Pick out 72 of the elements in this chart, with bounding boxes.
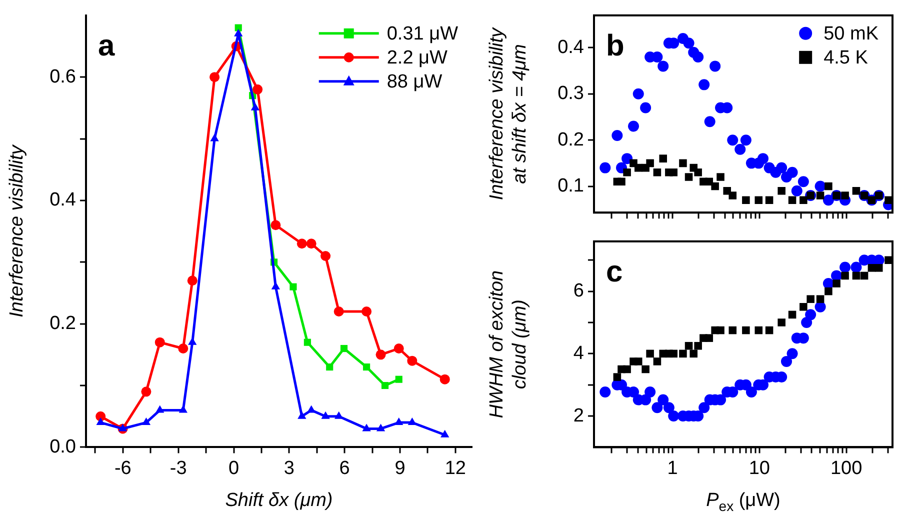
point: [210, 134, 219, 142]
y-axis-title: Interference visibility at shift δx = 4μm: [486, 26, 530, 200]
x-tick-label: 100: [830, 458, 862, 479]
point: [298, 411, 306, 419]
point: [304, 338, 311, 346]
point: [407, 356, 418, 366]
point: [376, 350, 386, 360]
legend-label: 50 mK: [824, 24, 879, 45]
text: b: [606, 29, 624, 62]
x-tick-label: 6: [339, 458, 350, 479]
x-tick-label: 3: [284, 458, 294, 479]
point: [334, 306, 344, 316]
point: [271, 282, 280, 290]
y-tick-label: 0.2: [50, 313, 76, 334]
point: [96, 418, 105, 426]
point: [381, 382, 389, 390]
y-tick-label: 0.6: [50, 66, 76, 88]
x-axis-title: Shift δx (μm): [225, 490, 333, 511]
point: [440, 374, 450, 384]
text: c: [606, 255, 623, 288]
y-tick-label: 0.3: [558, 83, 584, 104]
point: [440, 430, 450, 438]
point: [306, 238, 316, 249]
y-tick-label: 0.4: [50, 190, 76, 211]
point: [252, 84, 263, 94]
x-tick-label: 1: [667, 458, 678, 479]
x-tick-label: 0: [228, 458, 240, 479]
point: [141, 386, 152, 397]
point: [142, 418, 151, 426]
x-tick-label: -3: [170, 458, 187, 479]
point: [188, 337, 197, 345]
point: [234, 24, 242, 32]
point: [395, 376, 402, 383]
y-tick-label: 2: [573, 405, 584, 426]
point: [154, 337, 165, 348]
point: [362, 306, 372, 316]
x-tick-label: 10: [748, 458, 770, 479]
x-tick-label: 12: [444, 458, 466, 479]
point: [118, 424, 128, 432]
y-tick-label: 6: [573, 280, 584, 302]
point: [363, 363, 370, 371]
point: [340, 344, 348, 352]
point: [320, 250, 331, 261]
point: [362, 424, 371, 432]
x-tick-label: 9: [394, 458, 406, 479]
text: a: [98, 29, 115, 62]
point: [296, 238, 307, 249]
y-tick-label: 4: [573, 342, 584, 364]
point: [394, 344, 404, 354]
y-axis-title: Interference visibility: [6, 144, 28, 318]
y-tick-label: 0.0: [50, 436, 76, 458]
point: [326, 363, 334, 371]
point: [270, 220, 281, 230]
point: [376, 424, 386, 432]
y-tick-label: 0.1: [558, 176, 584, 197]
y-axis-title: HWHM of exciton cloud (μm): [486, 270, 530, 418]
point: [250, 102, 260, 110]
point: [187, 276, 198, 286]
point: [321, 411, 330, 419]
point: [178, 344, 188, 354]
point: [234, 28, 243, 36]
point: [290, 283, 297, 290]
y-tick-label: 0.2: [558, 129, 584, 150]
legend-label: 0.31 μW: [386, 24, 458, 45]
point: [210, 72, 220, 82]
point: [394, 418, 404, 426]
point: [156, 405, 164, 413]
legend-label: 2.2 μW: [386, 48, 448, 69]
y-tick-label: 0.4: [558, 36, 584, 58]
legend-label: 4.5 K: [824, 48, 868, 69]
x-tick-label: -6: [114, 458, 132, 479]
legend-label: 88 μW: [386, 72, 442, 93]
